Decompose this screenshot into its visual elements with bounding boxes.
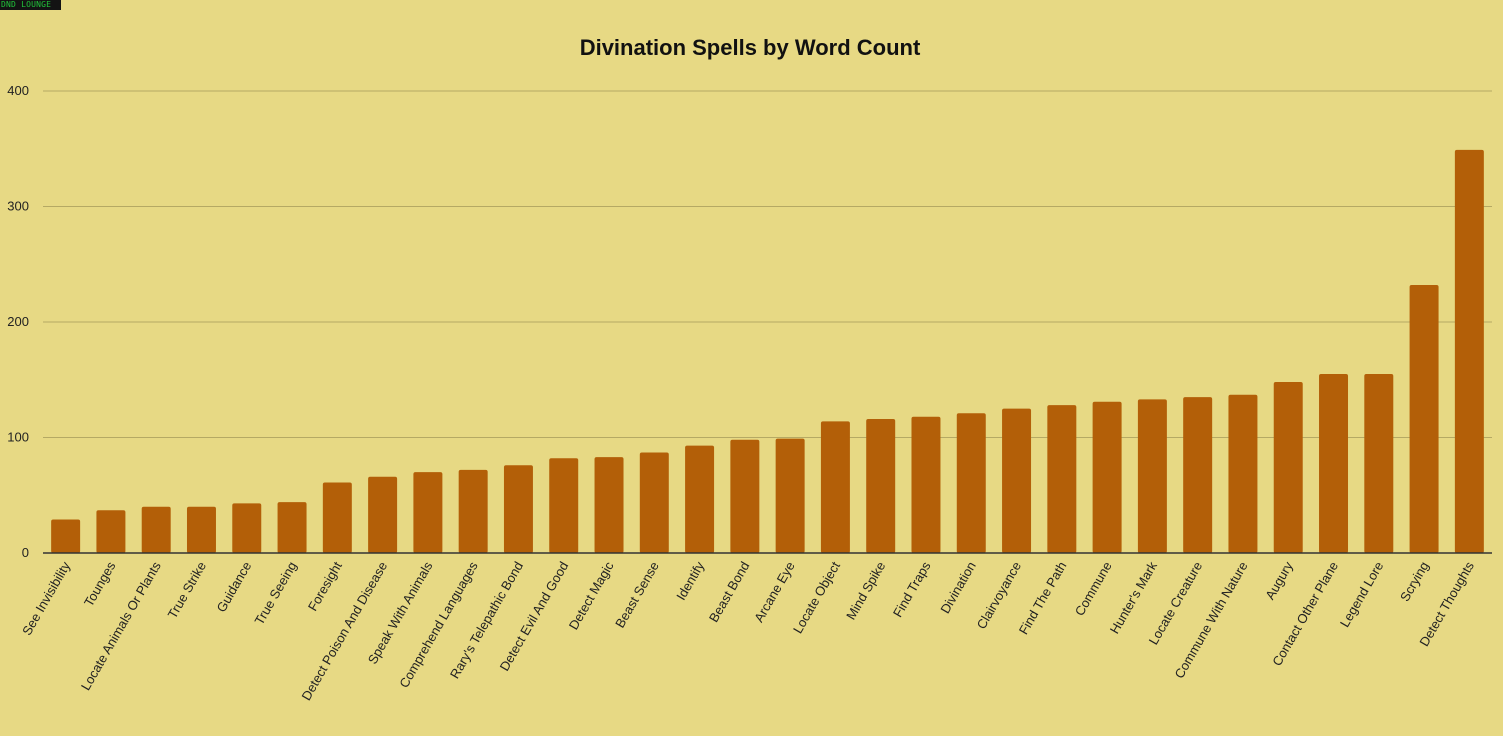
bar (775, 438, 805, 553)
y-tick-label: 300 (7, 199, 29, 214)
y-tick-label: 400 (7, 83, 29, 98)
bar (820, 421, 850, 553)
bar (458, 469, 488, 553)
bar (1047, 405, 1077, 553)
chart-title: Divination Spells by Word Count (580, 35, 921, 60)
x-category-label: Locate Animals Or Plants (78, 559, 164, 693)
bar (368, 476, 398, 553)
x-category-label: Arcane Eye (751, 559, 798, 625)
bar (1092, 401, 1122, 553)
bar (594, 457, 624, 553)
x-category-label: True Seeing (251, 559, 299, 627)
x-category-label: Clairvoyance (974, 559, 1025, 632)
x-category-label: Foresight (305, 559, 345, 614)
x-category-label: Find Traps (890, 559, 934, 620)
x-category-label: Comprehend Languages (396, 559, 481, 691)
bar (685, 445, 715, 553)
bars (51, 149, 1484, 554)
x-category-label: Scrying (1397, 559, 1432, 604)
x-category-label: Tounges (81, 559, 119, 609)
bar (639, 452, 669, 553)
x-category-label: Beast Sense (612, 559, 662, 630)
bar (1273, 382, 1303, 553)
bar (1364, 373, 1394, 553)
bar (141, 506, 171, 553)
x-category-label: Divination (937, 559, 979, 616)
x-category-label: Identify (673, 559, 707, 603)
bar (503, 465, 533, 553)
bar (322, 482, 352, 553)
bar (1002, 408, 1032, 554)
bar (1319, 373, 1349, 553)
bar (1454, 149, 1484, 553)
y-tick-label: 0 (22, 545, 29, 560)
y-tick-label: 100 (7, 430, 29, 445)
bar (232, 503, 262, 553)
gridlines (43, 90, 1492, 438)
x-category-label: Augury (1262, 559, 1296, 603)
bar (186, 506, 216, 553)
x-category-label: Find The Path (1016, 559, 1070, 637)
bar (1183, 397, 1213, 553)
bar (1228, 394, 1258, 553)
bar (1409, 285, 1439, 553)
x-category-label: Beast Bond (706, 559, 753, 625)
x-category-label: True Strike (165, 559, 210, 621)
bar (277, 502, 307, 553)
y-axis-ticks: 0 100 200 300 400 (7, 83, 29, 560)
bar (413, 472, 443, 553)
x-category-label: Commune (1072, 559, 1115, 618)
x-category-label: Hunter's Mark (1107, 559, 1160, 637)
bar (866, 419, 896, 553)
x-category-label: Locate Object (790, 559, 843, 636)
x-category-label: See Invisibility (19, 559, 73, 638)
x-category-label: Mind Spike (843, 559, 888, 622)
x-category-label: Legend Lore (1337, 559, 1386, 630)
x-category-label: Guidance (214, 559, 255, 615)
bar (51, 519, 81, 553)
bar (549, 458, 579, 553)
bar (911, 416, 941, 553)
y-tick-label: 200 (7, 314, 29, 329)
bar (96, 510, 126, 553)
bar (730, 439, 760, 553)
bar (1137, 399, 1167, 553)
x-category-label: Detect Magic (566, 559, 617, 633)
bar (956, 413, 986, 553)
watermark-badge: DND LOUNGE (0, 0, 61, 10)
x-category-label: Detect Poison And Disease (298, 559, 390, 703)
